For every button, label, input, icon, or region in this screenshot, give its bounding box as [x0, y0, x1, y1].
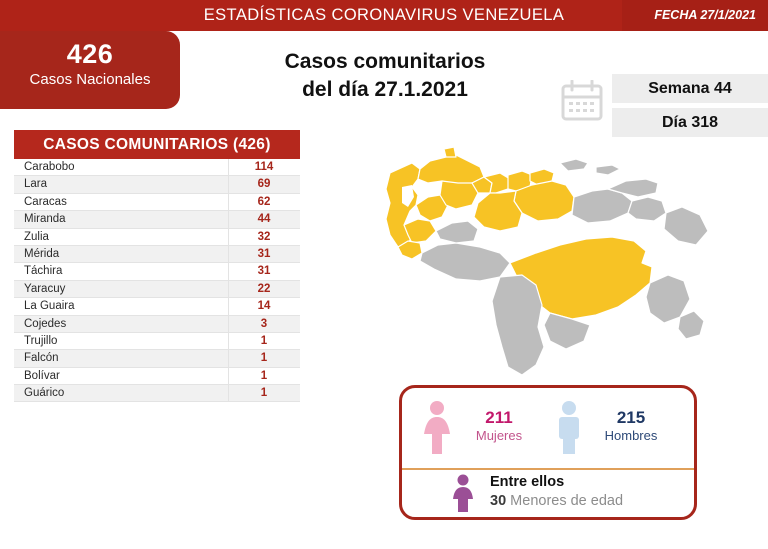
table-row: Carabobo 114 [14, 159, 300, 177]
national-cases-badge: 426 Casos Nacionales [0, 31, 180, 109]
table-header: CASOS COMUNITARIOS (426) [14, 130, 300, 159]
female-figure-icon [420, 400, 454, 454]
women-count: 211 [485, 408, 513, 427]
table-cell-state: Trujillo [24, 334, 58, 347]
minors-row: Entre ellos 30 Menores de edad [402, 468, 694, 516]
table-cell-count: 22 [257, 282, 271, 295]
table-cell-state: Guárico [24, 387, 65, 400]
table-cell-count: 1 [260, 334, 268, 347]
male-figure-icon [552, 400, 586, 454]
women-text: 211 Mujeres [462, 407, 536, 445]
minors-line2: 30 Menores de edad [490, 492, 623, 511]
table-cell-state: Zulia [24, 230, 49, 243]
table-column-divider [228, 315, 229, 332]
women-label: Mujeres [475, 428, 523, 444]
table-cell-state: Táchira [24, 265, 63, 278]
gender-top-row: 211 Mujeres 215 Hombres [402, 388, 694, 468]
table-column-divider [228, 385, 229, 402]
table-row: Lara 69 [14, 176, 300, 194]
table-cell-count: 1 [260, 369, 268, 382]
men-text: 215 Hombres [594, 407, 668, 445]
table-column-divider [228, 350, 229, 367]
table-cell-state: Yaracuy [24, 282, 66, 295]
national-cases-label: Casos Nacionales [29, 71, 151, 89]
table-cell-count: 14 [257, 300, 271, 313]
minors-text: Entre ellos 30 Menores de edad [490, 473, 623, 511]
child-figure-icon [450, 474, 476, 512]
table-row: Guárico 1 [14, 385, 300, 403]
day-box: Día 318 [612, 108, 768, 137]
table-cell-state: Bolívar [24, 369, 60, 382]
table-cell-count: 3 [260, 317, 268, 330]
header-date: FECHA 27/1/2021 [654, 8, 756, 22]
table-row: Caracas 62 [14, 193, 300, 212]
table-cell-count: 1 [260, 352, 268, 365]
table-column-divider [228, 332, 229, 350]
table-body: Carabobo 114 Lara 69 Caracas 62 Miranda 44 Zulia… [14, 159, 300, 403]
table-cell-count: 114 [254, 161, 274, 173]
table-column-divider [228, 228, 229, 245]
table-cell-count: 44 [257, 213, 271, 226]
table-cell-state: La Guaira [24, 300, 75, 313]
table-cell-state: Caracas [24, 195, 67, 208]
table-cell-count: 69 [257, 178, 271, 191]
table-cell-state: Miranda [24, 213, 66, 226]
men-label: Hombres [604, 428, 658, 444]
page-title-line2: del día 27.1.2021 [302, 77, 468, 101]
men-count: 215 [616, 408, 646, 427]
table-cell-count: 1 [260, 387, 268, 400]
table-cell-count: 31 [257, 247, 271, 260]
table-row: Zulia 32 [14, 228, 300, 246]
table-column-divider [228, 298, 229, 315]
table-row: Miranda 44 [14, 211, 300, 229]
header-title: ESTADÍSTICAS CORONAVIRUS VENEZUELA [203, 6, 565, 24]
table-cell-state: Lara [24, 178, 48, 191]
table-column-divider [228, 211, 229, 228]
table-column-divider [228, 193, 229, 211]
table-column-divider [228, 263, 229, 280]
table-column-divider [228, 245, 229, 263]
table-cell-state: Carabobo [24, 161, 75, 173]
venezuela-map [360, 135, 760, 380]
table-row: Bolívar 1 [14, 367, 300, 386]
table-row: Cojedes 3 [14, 315, 300, 333]
table-row: Mérida 31 [14, 245, 300, 264]
table-row: Táchira 31 [14, 263, 300, 281]
table-row: Trujillo 1 [14, 332, 300, 351]
table-cell-state: Cojedes [24, 317, 67, 330]
community-cases-table: CASOS COMUNITARIOS (426) Carabobo 114 Lara… [14, 130, 300, 403]
national-cases-number: 426 [66, 39, 114, 69]
table-cell-state: Falcón [24, 352, 59, 365]
table-cell-state: Mérida [24, 247, 60, 260]
calendar-icon [560, 79, 604, 122]
table-column-divider [228, 159, 229, 176]
panel-divider [402, 468, 694, 470]
table-column-divider [228, 176, 229, 193]
table-row: Yaracuy 22 [14, 280, 300, 299]
week-box: Semana 44 [612, 74, 768, 103]
table-row: Falcón 1 [14, 350, 300, 368]
table-cell-count: 32 [257, 230, 271, 243]
table-cell-count: 31 [257, 265, 271, 278]
table-column-divider [228, 367, 229, 385]
page-title: Casos comunitarios del día 27.1.2021 [230, 48, 540, 104]
table-column-divider [228, 280, 229, 298]
table-row: La Guaira 14 [14, 298, 300, 316]
page-title-line1: Casos comunitarios [284, 50, 486, 73]
header-bar: ESTADÍSTICAS CORONAVIRUS VENEZUELA FECHA… [0, 0, 768, 31]
gender-statistics-panel: 211 Mujeres 215 Hombres [399, 385, 697, 520]
table-cell-count: 62 [257, 195, 271, 208]
header-date-block [622, 0, 768, 31]
minors-count: 30 [490, 493, 507, 510]
week-day-stack: Semana 44 Día 318 [612, 74, 768, 137]
minors-label: Menores de edad [510, 493, 624, 510]
minors-line1: Entre ellos [490, 474, 565, 490]
